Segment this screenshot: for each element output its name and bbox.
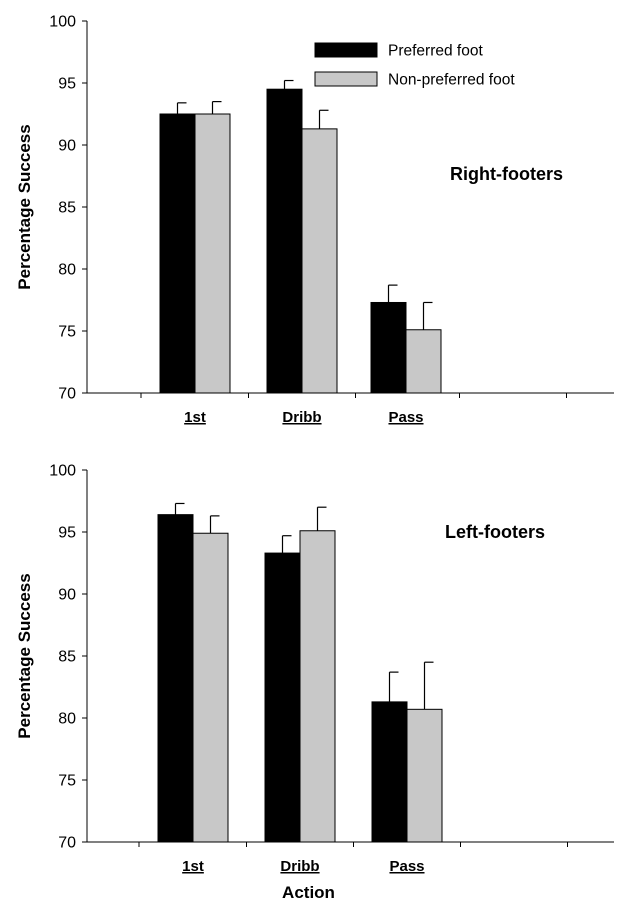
y-tick-label: 90 [58, 138, 76, 155]
y-tick-label: 80 [58, 711, 76, 728]
y-tick-label: 95 [58, 76, 76, 93]
bar-preferred-dribb [266, 88, 303, 394]
y-tick-label: 100 [49, 14, 76, 31]
x-tick-label: Dribb [280, 858, 319, 875]
y-tick-label: 70 [58, 386, 76, 403]
y-tick-label: 100 [49, 463, 76, 480]
bar-preferred-1st [159, 113, 196, 394]
x-tick-label: 1st [184, 409, 206, 426]
bar-non-preferred-dribb [301, 128, 338, 394]
bar-preferred-pass [370, 301, 407, 394]
legend-swatch [314, 71, 378, 87]
y-tick-label: 85 [58, 649, 76, 666]
y-tick-label: 90 [58, 587, 76, 604]
bar-non-preferred-1st [194, 113, 231, 394]
chart-panel-right-footers: 70 75 80 85 90 95 100 1st Dribb Pass Percentage Su… [15, 14, 614, 426]
panel-annotation: Left-footers [445, 522, 545, 542]
y-tick-label: 95 [58, 525, 76, 542]
x-tick-label: 1st [182, 858, 204, 875]
y-axis-title: Percentage Success [15, 573, 34, 738]
legend-swatch [314, 42, 378, 58]
x-tick-label: Dribb [282, 409, 321, 426]
y-tick-label: 75 [58, 324, 76, 341]
y-tick-label: 85 [58, 200, 76, 217]
x-axis-title: Action [282, 883, 335, 902]
y-tick-label: 75 [58, 773, 76, 790]
y-axis-title: Percentage Success [15, 124, 34, 289]
bar-preferred-pass [371, 701, 408, 843]
chart-panel-left-footers: 70 75 80 85 90 95 100 1st Dribb Pass Percentage Su… [15, 463, 614, 902]
legend-label: Preferred foot [388, 43, 483, 60]
legend: Preferred foot Non-preferred foot [314, 42, 515, 89]
bar-non-preferred-1st [192, 532, 229, 843]
bar-non-preferred-dribb [299, 530, 336, 843]
bar-non-preferred-pass [406, 708, 443, 843]
panel-annotation: Right-footers [450, 164, 563, 184]
x-tick-label: Pass [389, 858, 424, 875]
bar-non-preferred-pass [405, 329, 442, 394]
bar-preferred-dribb [264, 552, 301, 843]
x-tick-label: Pass [388, 409, 423, 426]
legend-label: Non-preferred foot [388, 72, 515, 89]
bar-preferred-1st [157, 514, 194, 843]
y-tick-label: 70 [58, 835, 76, 852]
y-tick-label: 80 [58, 262, 76, 279]
